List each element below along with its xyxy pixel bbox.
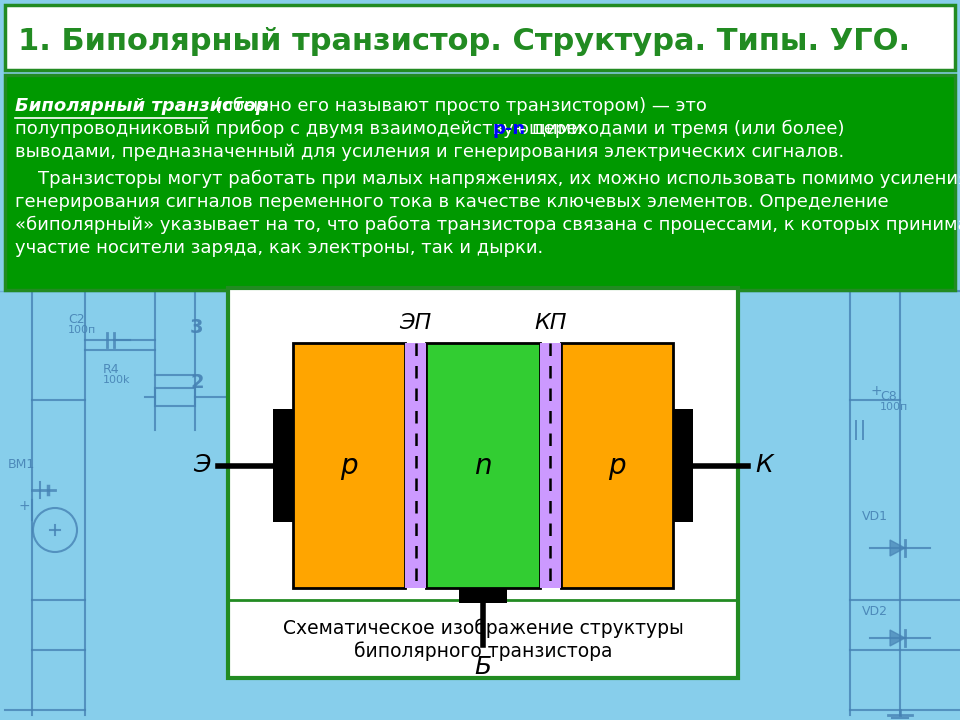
Bar (862, 420, 864, 440)
Polygon shape (890, 630, 905, 646)
Text: 100k: 100k (103, 375, 131, 385)
Text: C8: C8 (880, 390, 897, 403)
Text: +: + (870, 384, 881, 398)
Text: 7: 7 (772, 267, 789, 291)
Text: 100п: 100п (880, 402, 908, 412)
Text: Э: Э (194, 454, 211, 477)
Bar (561, 343, 673, 588)
Text: полупроводниковый прибор с двумя взаимодействующими: полупроводниковый прибор с двумя взаимод… (15, 120, 588, 138)
Text: 100k: 100k (135, 273, 166, 286)
Text: +: + (18, 499, 30, 513)
Text: 3: 3 (190, 318, 204, 337)
Text: VD2: VD2 (862, 605, 888, 618)
Text: 100п: 100п (68, 325, 96, 335)
Text: участие носители заряда, как электроны, так и дырки.: участие носители заряда, как электроны, … (15, 239, 543, 257)
Bar (293, 343, 405, 588)
Bar (426, 343, 540, 588)
Text: Схематическое изображение структуры
биполярного транзистора: Схематическое изображение структуры бипо… (282, 618, 684, 661)
Text: 2: 2 (190, 373, 204, 392)
Text: К: К (755, 454, 773, 477)
Text: n: n (474, 451, 492, 480)
Text: КП: КП (534, 313, 566, 333)
Text: (обычно его называют просто транзистором) — это: (обычно его называют просто транзистором… (209, 97, 707, 115)
Text: BM1: BM1 (8, 458, 36, 471)
FancyBboxPatch shape (5, 75, 955, 290)
Text: р-n: р-n (493, 120, 526, 138)
Text: 1μ: 1μ (918, 275, 932, 285)
Bar (459, 588, 507, 603)
Text: Биполярный транзистор: Биполярный транзистор (15, 97, 269, 115)
Text: ЭП: ЭП (399, 313, 432, 333)
Text: р: р (340, 451, 358, 480)
Text: 1. Биполярный транзистор. Структура. Типы. УГО.: 1. Биполярный транзистор. Структура. Тип… (18, 27, 910, 56)
Text: VD1: VD1 (862, 510, 888, 523)
Text: 8: 8 (478, 268, 491, 287)
Text: R4: R4 (103, 363, 120, 376)
Text: «биполярный» указывает на то, что работа транзистора связана с процессами, к кот: «биполярный» указывает на то, что работа… (15, 216, 960, 234)
Bar (155, 388, 195, 406)
Bar (673, 409, 693, 522)
FancyBboxPatch shape (228, 288, 738, 678)
Text: C2: C2 (68, 313, 84, 326)
Text: генерирования сигналов переменного тока в качестве ключевых элементов. Определен: генерирования сигналов переменного тока … (15, 193, 889, 211)
Bar (540, 343, 561, 588)
Bar (405, 343, 426, 588)
Bar (855, 420, 857, 440)
Text: 100k: 100k (193, 273, 224, 286)
Polygon shape (890, 540, 905, 556)
Text: - переходами и тремя (или более): - переходами и тремя (или более) (514, 120, 845, 138)
Text: Транзисторы могут работать при малых напряжениях, их можно использовать помимо у: Транзисторы могут работать при малых нап… (15, 170, 960, 188)
FancyBboxPatch shape (5, 5, 955, 70)
Text: р: р (608, 451, 626, 480)
Text: Б: Б (474, 655, 492, 679)
Bar (273, 409, 293, 522)
Text: выводами, предназначенный для усиления и генерирования электрических сигналов.: выводами, предназначенный для усиления и… (15, 143, 844, 161)
